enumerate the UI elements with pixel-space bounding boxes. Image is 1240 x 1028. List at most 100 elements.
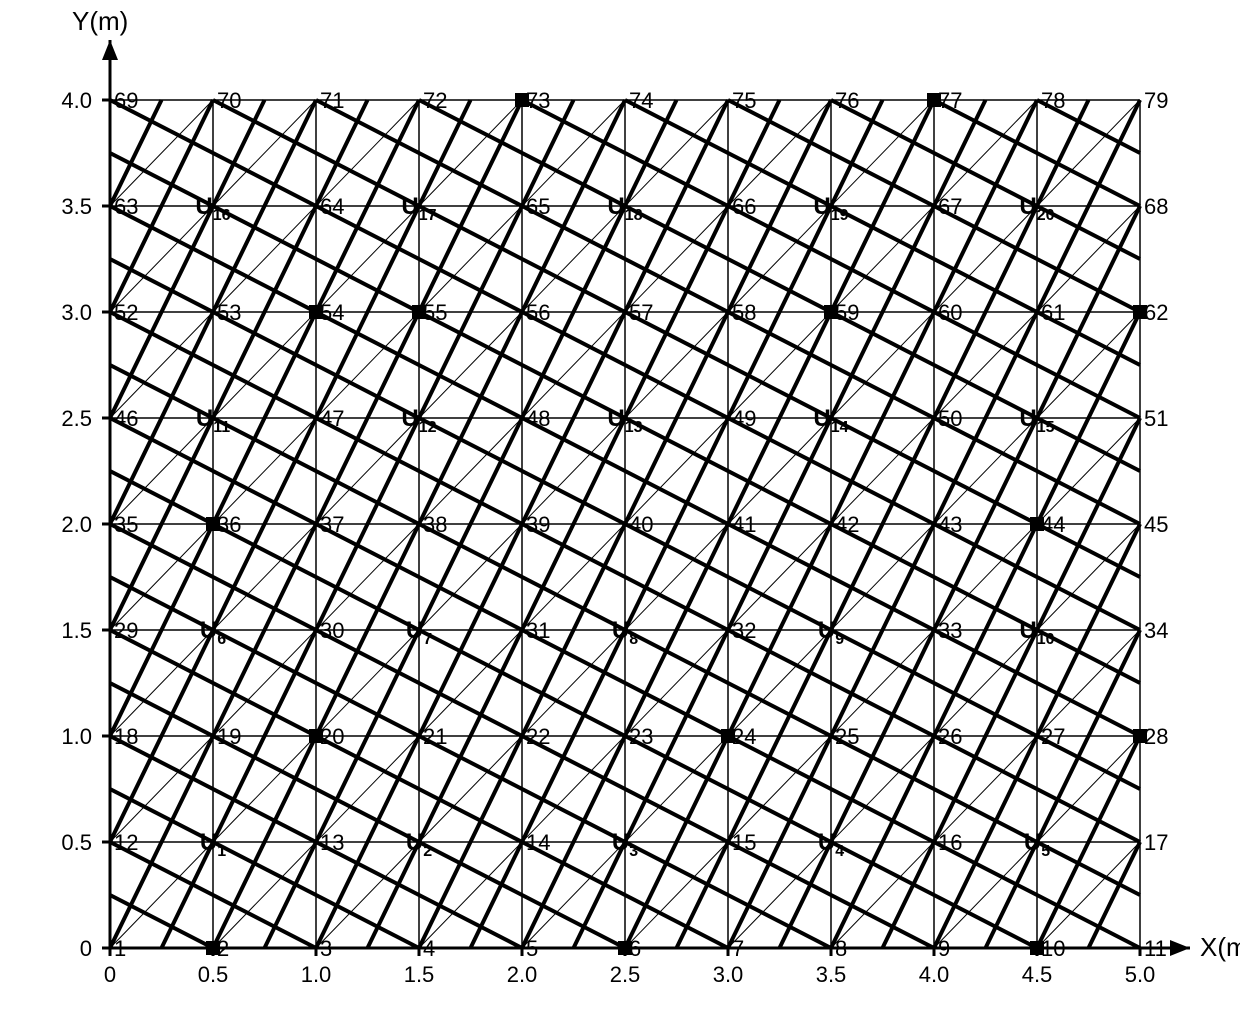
node-label: 76 — [835, 88, 859, 113]
node-label: 60 — [938, 300, 962, 325]
node-marker — [309, 305, 323, 319]
x-tick-label: 0.5 — [198, 962, 229, 987]
node-label: 26 — [938, 724, 962, 749]
node-label: 33 — [938, 618, 962, 643]
node-label: 8 — [835, 936, 847, 961]
diagonal-thick — [1089, 842, 1141, 948]
cell-label: U11 — [196, 405, 230, 436]
node-label: 64 — [320, 194, 344, 219]
node-marker — [515, 93, 529, 107]
node-label: 12 — [114, 830, 138, 855]
cell-label: U7 — [406, 617, 432, 648]
node-label: 40 — [629, 512, 653, 537]
node-marker — [309, 729, 323, 743]
node-marker — [1133, 305, 1147, 319]
x-tick-label: 5.0 — [1125, 962, 1156, 987]
node-label: 53 — [217, 300, 241, 325]
cell-label: U1 — [200, 829, 226, 860]
node-label: 27 — [1041, 724, 1065, 749]
y-tick-label: 3.0 — [61, 300, 92, 325]
y-tick-label: 1.0 — [61, 724, 92, 749]
node-label: 66 — [732, 194, 756, 219]
cell-label: U8 — [612, 617, 638, 648]
diagonal-thick — [110, 100, 265, 418]
node-label: 45 — [1144, 512, 1168, 537]
node-label: 19 — [217, 724, 241, 749]
node-label: 34 — [1144, 618, 1168, 643]
node-label: 51 — [1144, 406, 1168, 431]
node-label: 28 — [1144, 724, 1168, 749]
x-tick-label: 3.5 — [816, 962, 847, 987]
node-label: 41 — [732, 512, 756, 537]
node-label: 37 — [320, 512, 344, 537]
node-label: 22 — [526, 724, 550, 749]
node-label: 15 — [732, 830, 756, 855]
node-label: 48 — [526, 406, 550, 431]
cell-label: U3 — [612, 829, 638, 860]
node-label: 58 — [732, 300, 756, 325]
node-label: 32 — [732, 618, 756, 643]
x-tick-label: 4.0 — [919, 962, 950, 987]
node-label: 65 — [526, 194, 550, 219]
node-label: 14 — [526, 830, 550, 855]
node-marker — [1133, 729, 1147, 743]
node-label: 21 — [423, 724, 447, 749]
node-label: 59 — [835, 300, 859, 325]
node-label: 57 — [629, 300, 653, 325]
node-label: 54 — [320, 300, 344, 325]
diagonal-thick — [986, 630, 1141, 948]
diagram-container: X(m)Y(m)00.51.01.52.02.53.03.54.04.55.00… — [0, 0, 1240, 1028]
node-label: 44 — [1041, 512, 1065, 537]
diagonal-thin — [1037, 842, 1140, 948]
node-label: 7 — [732, 936, 744, 961]
node-marker — [1030, 941, 1044, 955]
node-label: 9 — [938, 936, 950, 961]
node-marker — [824, 305, 838, 319]
node-label: 68 — [1144, 194, 1168, 219]
node-label: 56 — [526, 300, 550, 325]
node-label: 39 — [526, 512, 550, 537]
x-tick-label: 3.0 — [713, 962, 744, 987]
node-label: 23 — [629, 724, 653, 749]
node-label: 16 — [938, 830, 962, 855]
node-label: 70 — [217, 88, 241, 113]
node-label: 46 — [114, 406, 138, 431]
diagonal-thick — [110, 789, 419, 948]
node-marker — [412, 305, 426, 319]
node-label: 36 — [217, 512, 241, 537]
cell-label: U2 — [406, 829, 432, 860]
node-label: 5 — [526, 936, 538, 961]
node-label: 74 — [629, 88, 653, 113]
node-marker — [206, 941, 220, 955]
diagonal-thin — [110, 100, 419, 418]
cell-label: U9 — [818, 617, 844, 648]
diagonal-thin — [110, 100, 213, 206]
x-axis-arrow — [1170, 940, 1190, 956]
node-label: 38 — [423, 512, 447, 537]
node-label: 67 — [938, 194, 962, 219]
node-label: 62 — [1144, 300, 1168, 325]
x-tick-label: 2.0 — [507, 962, 538, 987]
x-tick-label: 2.5 — [610, 962, 641, 987]
node-label: 3 — [320, 936, 332, 961]
x-tick-label: 1.5 — [404, 962, 435, 987]
node-marker — [927, 93, 941, 107]
node-label: 71 — [320, 88, 344, 113]
diagonal-thick — [110, 100, 162, 206]
cell-label: U4 — [818, 829, 844, 860]
x-tick-label: 4.5 — [1022, 962, 1053, 987]
node-marker — [618, 941, 632, 955]
node-label: 31 — [526, 618, 550, 643]
node-label: 11 — [1144, 936, 1167, 961]
y-tick-label: 4.0 — [61, 88, 92, 113]
cell-label: U6 — [200, 617, 226, 648]
node-marker — [206, 517, 220, 531]
node-label: 1 — [114, 936, 126, 961]
node-label: 52 — [114, 300, 138, 325]
node-label: 43 — [938, 512, 962, 537]
node-label: 49 — [732, 406, 756, 431]
node-label: 55 — [423, 300, 447, 325]
node-label: 30 — [320, 618, 344, 643]
cell-label: U5 — [1024, 829, 1050, 860]
node-label: 20 — [320, 724, 344, 749]
